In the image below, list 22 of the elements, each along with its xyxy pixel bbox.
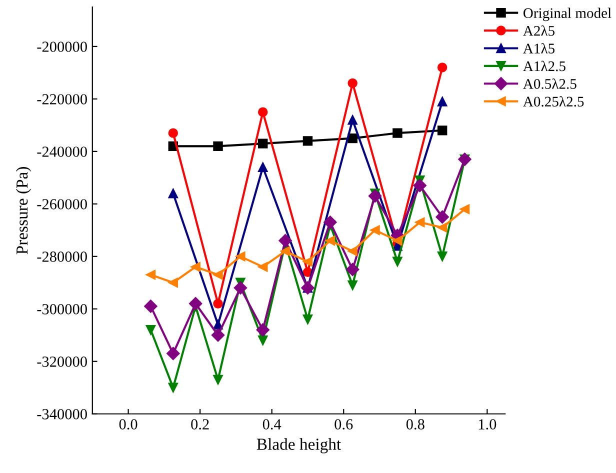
y-tick-label: -200000 xyxy=(37,42,87,52)
legend-label: Original model xyxy=(523,8,612,22)
y-tick-label: -240000 xyxy=(37,146,87,157)
x-tick-label: 0.2 xyxy=(191,419,209,430)
legend-label: A1λ2.5 xyxy=(523,60,566,72)
y-tick-label: -260000 xyxy=(37,199,87,210)
y-tick-label: -340000 xyxy=(37,409,87,420)
x-tick-label: 0.8 xyxy=(406,419,424,430)
y-axis-title: Pressure (Pa) xyxy=(16,167,32,254)
legend-label: A2λ5 xyxy=(523,25,555,36)
legend-label: A0.5λ2.5 xyxy=(523,78,576,89)
x-tick-label: 1.0 xyxy=(478,419,496,430)
y-tick-label: -320000 xyxy=(37,356,87,367)
x-axis-title: Blade height xyxy=(256,438,342,454)
y-tick-label: -220000 xyxy=(37,94,87,104)
legend-label: A0.25λ2.5 xyxy=(523,96,584,107)
y-tick-label: -280000 xyxy=(37,252,87,262)
x-tick-label: 0.6 xyxy=(334,419,353,430)
x-tick-label: 0.0 xyxy=(119,419,138,430)
legend-label: A1λ5 xyxy=(523,43,555,54)
x-tick-label: 0.4 xyxy=(262,419,282,430)
y-tick-label: -300000 xyxy=(37,304,87,314)
